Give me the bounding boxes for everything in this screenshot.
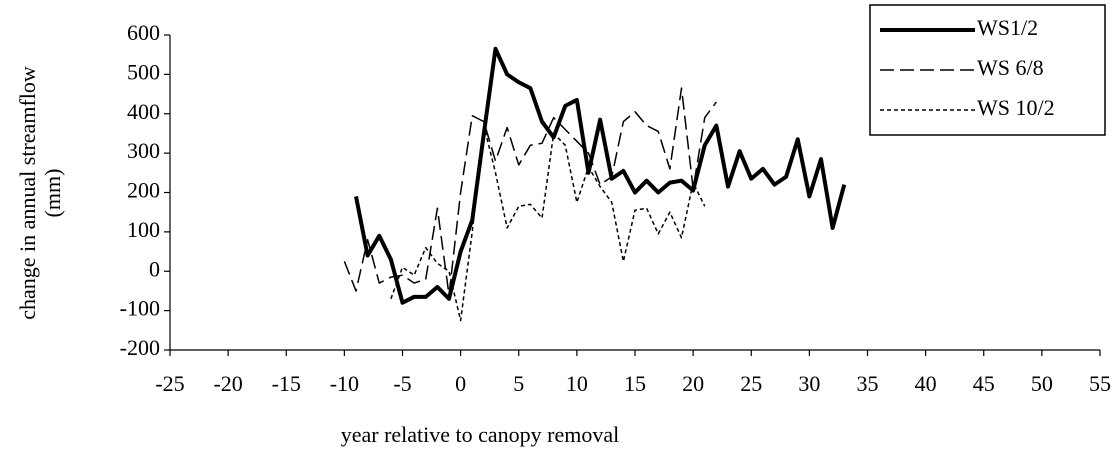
y-tick-label: 0 [149, 256, 160, 281]
x-axis-title: year relative to canopy removal [341, 422, 620, 447]
y-axis-title: (mm) [40, 169, 65, 218]
series-line [390, 124, 706, 322]
x-tick-label: -10 [330, 371, 359, 396]
x-tick-label: 15 [624, 371, 646, 396]
x-tick-label: 40 [915, 371, 937, 396]
y-tick-label: 600 [127, 20, 160, 45]
y-axis-title: change in annual streamflow [15, 66, 40, 320]
x-tick-label: 0 [455, 371, 466, 396]
x-tick-label: -20 [213, 371, 242, 396]
x-tick-label: 25 [740, 371, 762, 396]
x-tick-label: -15 [272, 371, 301, 396]
y-tick-label: 500 [127, 59, 160, 84]
series-line [354, 46, 847, 305]
x-tick-label: -5 [393, 371, 411, 396]
legend-label: WS1/2 [977, 15, 1038, 40]
y-tick-label: 300 [127, 138, 160, 163]
y-tick-label: -100 [120, 296, 160, 321]
legend-label: WS 6/8 [977, 55, 1044, 80]
x-tick-label: -25 [155, 371, 184, 396]
y-tick-label: -200 [120, 335, 160, 360]
y-tick-label: 100 [127, 217, 160, 242]
x-tick-label: 50 [1031, 371, 1053, 396]
x-tick-label: 45 [973, 371, 995, 396]
x-tick-label: 55 [1089, 371, 1111, 396]
x-tick-label: 10 [566, 371, 588, 396]
legend-label: WS 10/2 [977, 95, 1055, 120]
x-tick-label: 30 [798, 371, 820, 396]
y-tick-label: 400 [127, 99, 160, 124]
series-line [343, 87, 717, 296]
x-tick-label: 35 [857, 371, 879, 396]
y-tick-label: 200 [127, 178, 160, 203]
x-tick-label: 5 [513, 371, 524, 396]
x-tick-label: 20 [682, 371, 704, 396]
